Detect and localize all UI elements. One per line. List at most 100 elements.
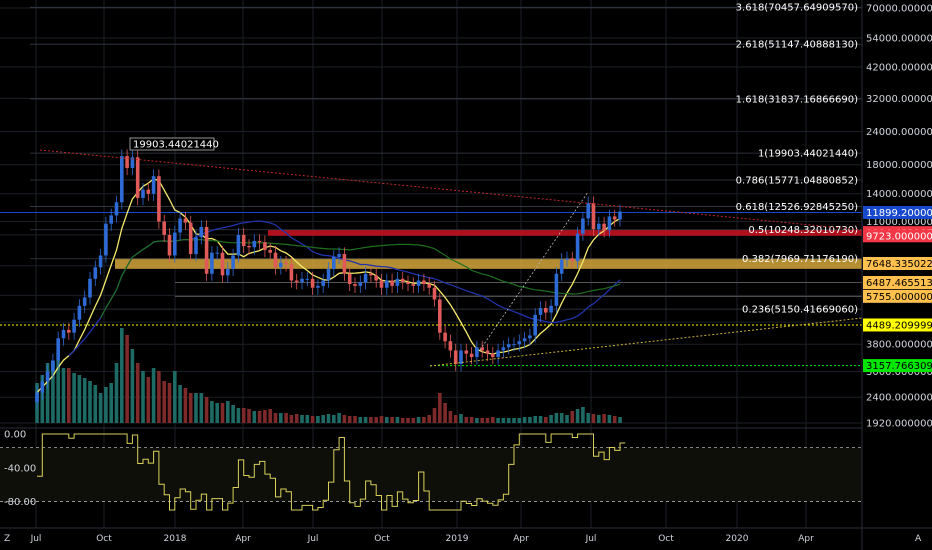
candle bbox=[125, 149, 129, 176]
candle bbox=[390, 273, 394, 294]
volume-bar bbox=[591, 414, 596, 423]
volume-bar bbox=[257, 411, 262, 423]
candle bbox=[597, 216, 601, 237]
candle bbox=[162, 214, 166, 243]
volume-bar bbox=[602, 414, 606, 423]
price-tick-label: 1920.00000000 bbox=[866, 419, 932, 430]
volume-bar bbox=[597, 415, 601, 423]
candle-body bbox=[612, 216, 617, 220]
candle-body bbox=[464, 350, 469, 354]
candle-body bbox=[247, 246, 251, 248]
candle bbox=[358, 275, 363, 294]
candle-body bbox=[125, 156, 129, 168]
candle-body bbox=[35, 392, 39, 403]
candle-body bbox=[210, 252, 214, 274]
candle bbox=[326, 262, 331, 288]
candle-body bbox=[528, 335, 532, 339]
candle-body bbox=[358, 282, 363, 286]
price-tag-label: 3157.76630959 bbox=[866, 361, 932, 372]
candle bbox=[257, 234, 262, 250]
oscillator-tick-label: 0.00 bbox=[4, 430, 26, 441]
candle-body bbox=[310, 278, 315, 288]
time-axis[interactable]: Jul Oct 2018 Apr Jul Oct 2019 Apr Jul Oct 2020 Apr bbox=[30, 534, 815, 544]
volume-bar bbox=[438, 393, 442, 423]
volume-bar bbox=[459, 414, 463, 423]
candle bbox=[188, 215, 193, 262]
candle-body bbox=[347, 273, 352, 285]
candle bbox=[443, 325, 447, 349]
candle-body bbox=[194, 237, 198, 255]
volume-bar bbox=[98, 393, 103, 423]
price-tag bbox=[863, 205, 932, 219]
candle bbox=[438, 292, 442, 340]
volume-bar bbox=[427, 415, 431, 423]
candle bbox=[554, 266, 559, 313]
volume-bar bbox=[485, 418, 490, 423]
candle bbox=[342, 247, 347, 281]
volume-bar bbox=[379, 416, 384, 423]
candle-body bbox=[400, 278, 405, 283]
volume-bar bbox=[120, 328, 124, 423]
candle bbox=[559, 253, 564, 281]
candle-body bbox=[257, 240, 262, 243]
volume-bar bbox=[559, 413, 564, 423]
auto-scale-button[interactable]: A bbox=[915, 534, 922, 544]
candle-body bbox=[565, 258, 569, 260]
candle-body bbox=[390, 280, 394, 286]
volume-bar bbox=[469, 417, 474, 423]
candle-body bbox=[485, 350, 490, 354]
candle-body bbox=[475, 347, 479, 358]
price-tag bbox=[863, 318, 932, 332]
candle-body bbox=[183, 218, 188, 223]
candle-body bbox=[506, 344, 511, 348]
candle-body bbox=[316, 285, 320, 288]
candle bbox=[199, 220, 204, 245]
time-tick-label: 2020 bbox=[726, 534, 749, 544]
candle bbox=[109, 208, 113, 231]
candle-body bbox=[241, 234, 246, 247]
volume-bar bbox=[385, 417, 389, 423]
candle-body bbox=[77, 305, 82, 320]
candle-body bbox=[544, 308, 548, 313]
candle bbox=[77, 299, 82, 327]
fib-label: 3.618(70457.64909570) bbox=[736, 3, 858, 14]
descending-trendline bbox=[39, 149, 863, 231]
volume-bar bbox=[581, 407, 585, 423]
candle bbox=[157, 169, 161, 229]
volume-bar bbox=[273, 413, 278, 423]
price-tag-label: 6487.46551362 bbox=[866, 278, 932, 289]
candle bbox=[173, 225, 177, 263]
volume-bar bbox=[241, 408, 246, 423]
candle bbox=[570, 251, 575, 269]
candle-body bbox=[88, 278, 92, 298]
candle bbox=[284, 255, 288, 272]
candle-body bbox=[395, 278, 400, 286]
candle-body bbox=[411, 284, 416, 286]
candle-body bbox=[522, 338, 527, 342]
volume-bar bbox=[61, 368, 66, 423]
candle bbox=[289, 257, 294, 288]
volume-bar bbox=[263, 410, 267, 423]
fib-label: 1(19903.44021440) bbox=[758, 149, 858, 160]
candle bbox=[40, 374, 45, 400]
candle bbox=[618, 204, 622, 227]
candle-body bbox=[300, 278, 304, 283]
candle bbox=[82, 290, 87, 313]
candle bbox=[98, 248, 103, 275]
candle bbox=[459, 343, 463, 372]
candle-body bbox=[353, 284, 357, 286]
fib-label: 0.382(7969.71176190) bbox=[742, 254, 858, 265]
volume-bar bbox=[422, 417, 426, 423]
volume-bar bbox=[332, 415, 336, 423]
candle bbox=[151, 169, 156, 201]
zoom-reset-button[interactable]: Z bbox=[4, 534, 10, 544]
trend-lines[interactable] bbox=[39, 149, 863, 367]
volume-bar bbox=[109, 383, 113, 423]
candle bbox=[591, 196, 596, 237]
volume-bar bbox=[448, 411, 453, 423]
candle bbox=[241, 228, 246, 254]
candle-body bbox=[581, 218, 585, 234]
candle bbox=[565, 251, 569, 267]
candle bbox=[496, 343, 500, 365]
